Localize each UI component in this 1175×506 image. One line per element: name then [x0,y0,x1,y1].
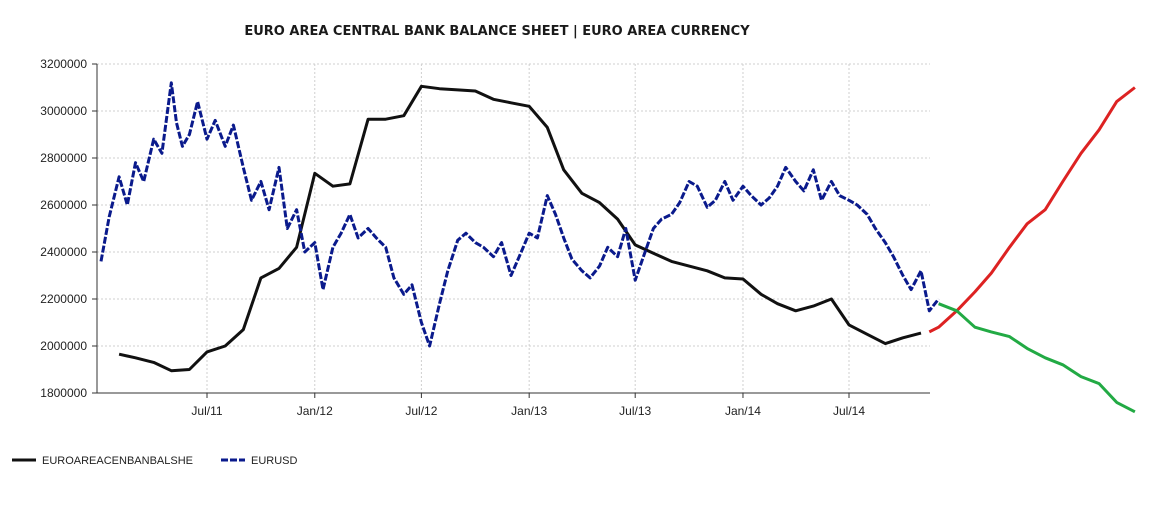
annotation-area [928,86,1136,414]
x-tick-label: Jan/13 [511,404,547,418]
y-tick-label: 1800000 [40,386,87,400]
x-tick-label: Jan/12 [297,404,333,418]
series-line-euroareacenbanbalshe [118,84,922,373]
legend-label-euroareacenbanbalshe: EUROAREACENBANBALSHE [42,455,193,467]
x-tick-label: Jul/11 [191,404,222,418]
legend: EUROAREACENBANBALSHE EURUSD [12,455,298,467]
y-axis: 3200000 3000000 2800000 2600000 2400000 22000… [40,57,97,400]
x-tick-label: Jul/13 [619,404,651,418]
legend-label-eurusd: EURUSD [251,455,298,467]
y-tick-label: 2600000 [40,198,87,212]
x-axis: Jul/11 Jan/12 Jul/12 Jan/13 Jul/13 Jan/14 Jul/… [191,393,865,418]
x-tick-label: Jul/12 [405,404,437,418]
y-tick-label: 3200000 [40,57,87,71]
grid-lines [97,63,930,394]
axis-frame [96,64,930,394]
chart-title: EURO AREA CENTRAL BANK BALANCE SHEET | E… [244,24,750,39]
y-tick-label: 2200000 [40,292,87,306]
series-area [99,81,940,373]
x-tick-label: Jan/14 [725,404,761,418]
x-tick-label: Jul/14 [833,404,865,418]
y-tick-label: 3000000 [40,104,87,118]
annotation-line-green [938,302,1136,414]
series-line-eurusd [99,81,940,348]
y-tick-label: 2800000 [40,151,87,165]
y-tick-label: 2400000 [40,245,87,259]
annotation-line-red [928,86,1136,334]
y-tick-label: 2000000 [40,339,87,353]
